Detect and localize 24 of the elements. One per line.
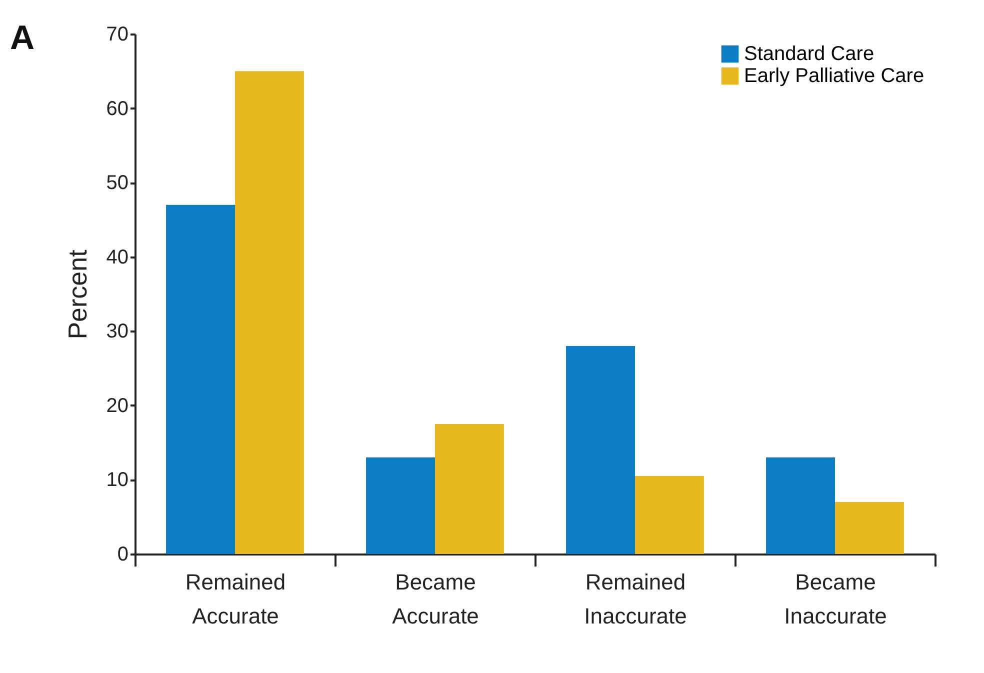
x-tick-label: Became Inaccurate — [784, 570, 887, 628]
x-tick-label: Remained Inaccurate — [584, 570, 687, 628]
x-tick-label: Became Accurate — [392, 570, 479, 628]
bar — [766, 457, 835, 554]
bar — [635, 476, 704, 554]
y-axis-title: Percent — [62, 248, 92, 340]
x-tick-label: Remained Accurate — [185, 570, 286, 628]
y-tick-label: 40 — [106, 246, 128, 268]
bar — [435, 424, 504, 554]
y-tick-label: 60 — [106, 98, 128, 120]
y-tick-label: 70 — [106, 24, 128, 46]
y-tick-label: 30 — [106, 320, 128, 343]
bar — [235, 71, 304, 554]
y-tick-label: 0 — [117, 544, 128, 566]
bar — [566, 346, 635, 554]
legend-label: Early Palliative Care — [744, 65, 924, 87]
bar — [166, 204, 235, 554]
bar — [835, 502, 904, 554]
legend-label: Standard Care — [744, 43, 874, 65]
y-tick-label: 50 — [106, 172, 128, 194]
y-tick-label: 10 — [106, 469, 128, 492]
y-tick-label: 20 — [106, 394, 128, 417]
text: A — [10, 19, 35, 57]
bar — [366, 457, 435, 554]
